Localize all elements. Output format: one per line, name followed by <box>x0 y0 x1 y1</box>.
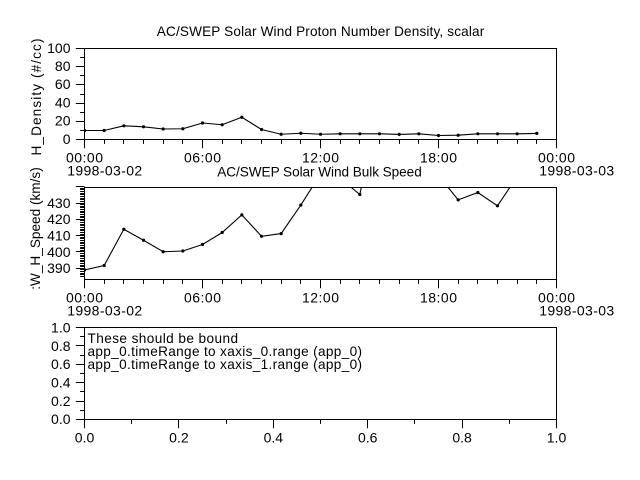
svg-text:1998-03-03: 1998-03-03 <box>539 163 614 179</box>
svg-text:390: 390 <box>47 260 71 276</box>
svg-text:AC/SWEP Solar Wind Proton Num: AC/SWEP Solar Wind Proton Number Density… <box>157 24 485 39</box>
svg-text:1998-03-02: 1998-03-02 <box>67 163 142 179</box>
svg-text:0.8: 0.8 <box>452 430 472 446</box>
svg-text:These should be bound: These should be bound <box>88 331 239 346</box>
svg-text:0.0: 0.0 <box>51 411 71 427</box>
svg-text:0.6: 0.6 <box>358 430 378 446</box>
svg-text:H_Density (#/cc): H_Density (#/cc) <box>29 39 44 156</box>
svg-text:1998-03-02: 1998-03-02 <box>67 303 142 319</box>
svg-text:app_0.timeRange to xaxis_1.ran: app_0.timeRange to xaxis_1.range (app_0) <box>88 357 363 372</box>
svg-text:1.0: 1.0 <box>547 430 567 446</box>
svg-text:20: 20 <box>55 113 71 129</box>
svg-text:18:00: 18:00 <box>420 150 457 166</box>
svg-text:12:00: 12:00 <box>302 150 339 166</box>
svg-text:18:00: 18:00 <box>420 290 457 306</box>
svg-text:0.0: 0.0 <box>75 430 95 446</box>
svg-text:1.0: 1.0 <box>51 320 71 336</box>
svg-text:0.2: 0.2 <box>51 393 71 409</box>
svg-text:0.4: 0.4 <box>51 374 71 390</box>
svg-text:60: 60 <box>55 76 71 92</box>
svg-text:0: 0 <box>63 131 71 147</box>
svg-text:00:00: 00:00 <box>66 150 103 166</box>
svg-text:0.2: 0.2 <box>169 430 189 446</box>
svg-text:40: 40 <box>55 94 71 110</box>
svg-text:06:00: 06:00 <box>184 290 221 306</box>
svg-text:06:00: 06:00 <box>184 150 221 166</box>
svg-text:12:00: 12:00 <box>302 290 339 306</box>
svg-text:1998-03-03: 1998-03-03 <box>539 303 614 319</box>
svg-text:00:00: 00:00 <box>66 290 103 306</box>
svg-text:100: 100 <box>47 40 71 56</box>
svg-text:0.6: 0.6 <box>51 356 71 372</box>
svg-text::W_H_Speed (km/s): :W_H_Speed (km/s) <box>28 167 43 290</box>
svg-text:80: 80 <box>55 58 71 74</box>
svg-text:0.8: 0.8 <box>51 338 71 354</box>
svg-text:app_0.timeRange to xaxis_0.ran: app_0.timeRange to xaxis_0.range (app_0) <box>88 344 363 359</box>
svg-text:400: 400 <box>47 244 71 260</box>
svg-text:AC/SWEP Solar Wind Bulk Speed: AC/SWEP Solar Wind Bulk Speed <box>217 165 422 180</box>
svg-text:410: 410 <box>47 227 71 243</box>
svg-text:00:00: 00:00 <box>538 150 575 166</box>
svg-text:00:00: 00:00 <box>538 290 575 306</box>
svg-text:430: 430 <box>47 195 71 211</box>
svg-text:420: 420 <box>47 211 71 227</box>
svg-text:0.4: 0.4 <box>264 430 284 446</box>
